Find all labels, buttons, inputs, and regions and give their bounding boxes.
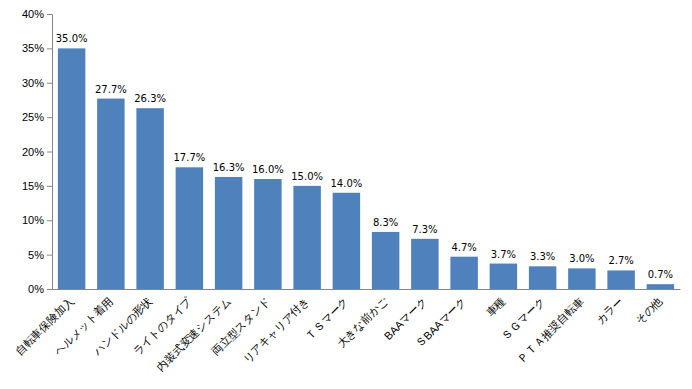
- x-tick: カラー: [593, 289, 625, 326]
- plot: 0% 5% 10% 15% 20% 25% 30% 35% 40% 自転車保険加入ヘルメット着用ハ…: [13, 8, 681, 373]
- x-axis-line: [53, 289, 681, 290]
- bar: [176, 167, 203, 289]
- x-tick: リアキャリア付き: [241, 289, 312, 365]
- data-label: 27.7%: [95, 84, 127, 95]
- data-labels: 35.0% 27.7% 26.3% 17.7% 16.3% 16.0% 15.0% 14.0%…: [56, 33, 673, 280]
- y-tick-mark: [47, 117, 52, 118]
- y-axis-line: [47, 15, 53, 290]
- data-label: 15.0%: [291, 171, 323, 182]
- bar: [97, 99, 124, 289]
- y-tick-label: 0%: [28, 283, 44, 295]
- x-tick: その他: [633, 289, 665, 326]
- data-label: 14.0%: [330, 178, 362, 189]
- data-label: 0.7%: [648, 269, 673, 280]
- bar: [333, 193, 360, 289]
- data-label: 16.0%: [252, 164, 284, 175]
- y-tick: 5%: [28, 249, 52, 261]
- data-label: 3.7%: [491, 249, 516, 260]
- data-label: 4.7%: [451, 242, 476, 253]
- y-tick-label: 30%: [22, 77, 44, 89]
- y-tick-mark: [47, 255, 52, 256]
- y-tick: 35%: [22, 42, 52, 54]
- y-tick-mark: [47, 220, 52, 221]
- bar: [607, 270, 634, 289]
- x-tick-label: 車種: [483, 295, 507, 319]
- data-label: 17.7%: [173, 152, 205, 163]
- chart: 0% 5% 10% 15% 20% 25% 30% 35% 40% 自転車保険加入ヘルメット着用ハ…: [0, 0, 692, 389]
- y-tick: 40%: [22, 8, 52, 20]
- y-tick-label: 15%: [22, 180, 44, 192]
- data-label: 3.3%: [530, 251, 555, 262]
- y-tick-mark: [47, 14, 52, 15]
- x-tick: 内装式変速システム: [154, 289, 232, 373]
- bars: [58, 48, 674, 289]
- x-tick: 車種: [483, 289, 507, 319]
- y-tick: 30%: [22, 77, 52, 89]
- bar: [372, 232, 399, 289]
- y-tick-label: 35%: [22, 42, 44, 54]
- data-label: 35.0%: [56, 33, 88, 44]
- y-tick-mark: [47, 186, 52, 187]
- bar: [490, 264, 517, 289]
- x-tick: ＰＴＡ推奨自転車: [515, 289, 586, 365]
- bar: [58, 48, 85, 289]
- x-tick-label: カラー: [593, 295, 625, 327]
- x-tick-label: 内装式変速システム: [154, 295, 232, 373]
- y-tick-label: 25%: [22, 111, 44, 123]
- x-tick-label: ＳBAAマーク: [413, 295, 468, 350]
- bar: [136, 108, 163, 289]
- x-tick: 大きな前かご: [335, 289, 391, 350]
- x-tick-label: その他: [633, 295, 665, 327]
- data-label: 26.3%: [134, 93, 166, 104]
- data-label: 16.3%: [213, 162, 245, 173]
- y-tick-label: 10%: [22, 214, 44, 226]
- y-tick-label: 20%: [22, 146, 44, 158]
- x-tick-label: 大きな前かご: [335, 294, 391, 350]
- data-label: 8.3%: [373, 217, 398, 228]
- y-tick: 20%: [22, 146, 52, 158]
- x-axis: 自転車保険加入ヘルメット着用ハンドルの形状ライトのタイプ内装式変速システム両立型…: [13, 289, 681, 373]
- y-tick: 0%: [28, 283, 52, 295]
- x-tick: ＳBAAマーク: [413, 289, 468, 350]
- bar: [529, 266, 556, 289]
- bar: [411, 239, 438, 289]
- y-tick: 10%: [22, 214, 52, 226]
- x-tick-label: ＰＴＡ推奨自転車: [515, 295, 586, 366]
- data-label: 3.0%: [569, 253, 594, 264]
- y-tick: 25%: [22, 111, 52, 123]
- y-tick-mark: [47, 289, 52, 290]
- data-label: 2.7%: [608, 255, 633, 266]
- data-label: 7.3%: [412, 224, 437, 235]
- bar: [568, 268, 595, 289]
- bar: [254, 179, 281, 289]
- bar: [293, 186, 320, 289]
- y-axis: 0% 5% 10% 15% 20% 25% 30% 35% 40%: [22, 8, 53, 295]
- y-tick-label: 40%: [22, 8, 44, 20]
- y-tick-mark: [47, 152, 52, 153]
- x-tick-label: リアキャリア付き: [241, 295, 312, 366]
- y-tick-label: 5%: [28, 249, 44, 261]
- y-tick: 15%: [22, 180, 52, 192]
- y-tick-mark: [47, 48, 52, 49]
- y-tick-mark: [47, 83, 52, 84]
- bar: [215, 177, 242, 289]
- bar: [450, 257, 477, 289]
- bar: [647, 284, 674, 289]
